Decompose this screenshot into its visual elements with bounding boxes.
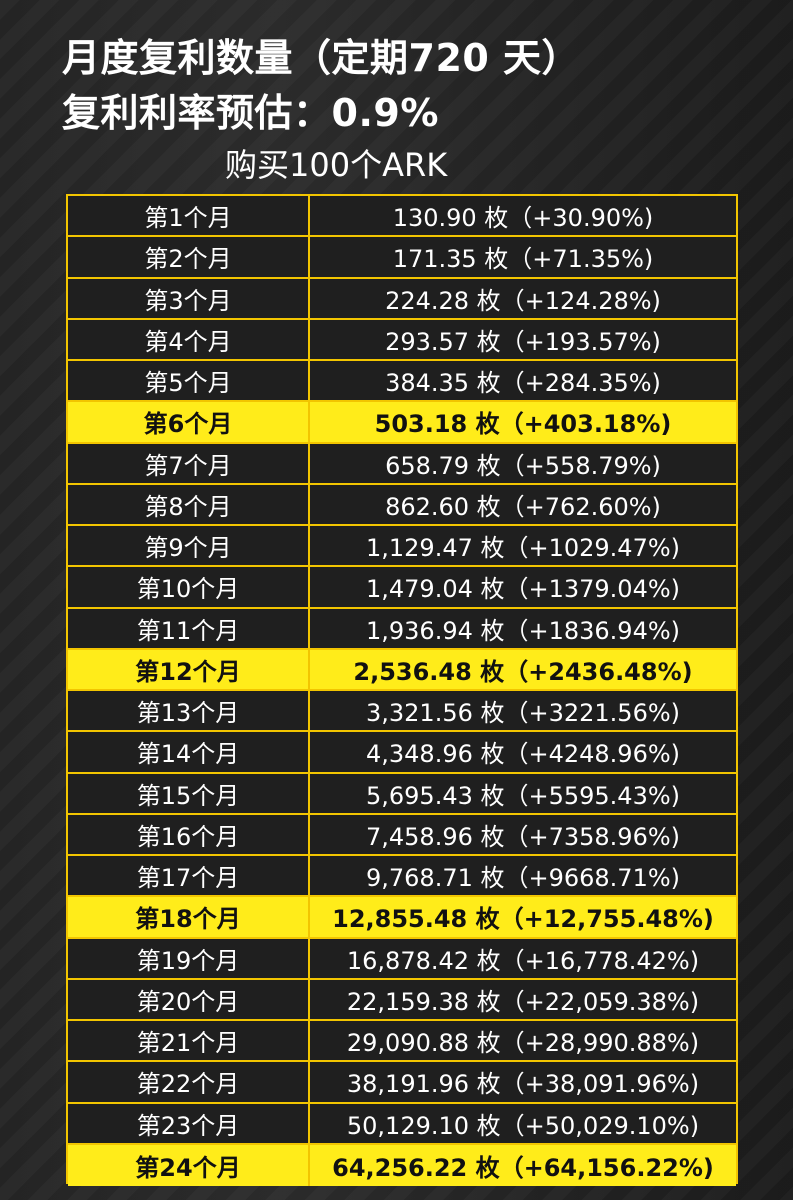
table-row: 第2个月 171.35 枚（+71.35%) xyxy=(68,237,736,279)
month-cell: 第13个月 xyxy=(68,691,310,731)
table-row: 第3个月 224.28 枚（+124.28%) xyxy=(68,278,736,320)
table-row-highlighted: 第6个月 503.18 枚（+403.18%) xyxy=(68,402,736,444)
amount-cell: 9,768.71 枚（+9668.71%) xyxy=(365,864,681,893)
table-row: 第21个月 29,090.88 枚（+28,990.88%) xyxy=(68,1021,736,1063)
amount-cell: 658.79 枚（+558.79%) xyxy=(385,451,661,480)
amount-cell: 130.90 枚（+30.90%) xyxy=(392,204,654,233)
table-row: 第9个月 1,129.47 枚（+1029.47%) xyxy=(68,526,736,568)
table-row-highlighted: 第12个月 2,536.48 枚（+2436.48%) xyxy=(68,649,736,691)
amount-cell: 4,348.96 枚（+4248.96%) xyxy=(365,740,681,769)
month-cell: 第3个月 xyxy=(68,278,310,318)
amount-cell: 12,855.48 枚（+12,755.48%) xyxy=(332,905,714,934)
month-cell: 第1个月 xyxy=(68,196,310,236)
month-cell: 第21个月 xyxy=(68,1021,310,1061)
month-cell: 第14个月 xyxy=(68,732,310,772)
month-cell: 第11个月 xyxy=(68,608,310,648)
amount-cell: 22,159.38 枚（+22,059.38%) xyxy=(346,987,700,1016)
purchase-subtitle: 购买100个ARK xyxy=(225,146,448,184)
rate-estimate-title: 复利利率预估：0.9% xyxy=(62,91,439,135)
month-cell: 第2个月 xyxy=(68,237,310,277)
table-row-highlighted: 第18个月 12,855.48 枚（+12,755.48%) xyxy=(68,897,736,939)
amount-cell: 224.28 枚（+124.28%) xyxy=(385,286,661,315)
amount-cell: 503.18 枚（+403.18%) xyxy=(374,410,672,439)
table-row: 第1个月 130.90 枚（+30.90%) xyxy=(68,196,736,238)
table-row: 第14个月 4,348.96 枚（+4248.96%) xyxy=(68,732,736,774)
month-cell: 第8个月 xyxy=(68,484,310,524)
amount-cell: 1,129.47 枚（+1029.47%) xyxy=(365,534,681,563)
amount-cell: 38,191.96 枚（+38,091.96%) xyxy=(346,1070,700,1099)
month-cell: 第20个月 xyxy=(68,979,310,1019)
table-row-highlighted: 第24个月 64,256.22 枚（+64,156.22%) xyxy=(68,1144,736,1186)
amount-cell: 29,090.88 枚（+28,990.88%) xyxy=(346,1029,700,1058)
amount-cell: 1,479.04 枚（+1379.04%) xyxy=(365,575,681,604)
compound-table: 第1个月 130.90 枚（+30.90%) 第2个月 171.35 枚（+71.35… xyxy=(66,194,738,1186)
table-row: 第8个月 862.60 枚（+762.60%) xyxy=(68,484,736,526)
amount-cell: 5,695.43 枚（+5595.43%) xyxy=(365,781,681,810)
month-cell: 第10个月 xyxy=(68,567,310,607)
month-cell: 第12个月 xyxy=(68,649,310,689)
month-cell: 第15个月 xyxy=(68,773,310,813)
table-row: 第15个月 5,695.43 枚（+5595.43%) xyxy=(68,773,736,815)
month-cell: 第6个月 xyxy=(68,402,310,442)
amount-cell: 7,458.96 枚（+7358.96%) xyxy=(365,822,681,851)
month-cell: 第19个月 xyxy=(68,938,310,978)
table-row: 第20个月 22,159.38 枚（+22,059.38%) xyxy=(68,979,736,1021)
month-cell: 第22个月 xyxy=(68,1062,310,1102)
amount-cell: 862.60 枚（+762.60%) xyxy=(385,492,661,521)
amount-cell: 50,129.10 枚（+50,029.10%) xyxy=(346,1111,700,1140)
month-cell: 第5个月 xyxy=(68,361,310,401)
month-cell: 第17个月 xyxy=(68,856,310,896)
table-row: 第10个月 1,479.04 枚（+1379.04%) xyxy=(68,567,736,609)
month-cell: 第24个月 xyxy=(68,1144,310,1186)
table-row: 第22个月 38,191.96 枚（+38,091.96%) xyxy=(68,1062,736,1104)
table-row: 第13个月 3,321.56 枚（+3221.56%) xyxy=(68,691,736,733)
month-cell: 第9个月 xyxy=(68,526,310,566)
amount-cell: 293.57 枚（+193.57%) xyxy=(385,327,661,356)
table-row: 第17个月 9,768.71 枚（+9668.71%) xyxy=(68,856,736,898)
amount-cell: 64,256.22 枚（+64,156.22%) xyxy=(332,1153,714,1182)
amount-cell: 384.35 枚（+284.35%) xyxy=(385,369,661,398)
amount-cell: 171.35 枚（+71.35%) xyxy=(392,245,654,274)
month-cell: 第7个月 xyxy=(68,443,310,483)
amount-cell: 16,878.42 枚（+16,778.42%) xyxy=(346,946,700,975)
table-row: 第16个月 7,458.96 枚（+7358.96%) xyxy=(68,814,736,856)
table-row: 第19个月 16,878.42 枚（+16,778.42%) xyxy=(68,938,736,980)
amount-cell: 1,936.94 枚（+1836.94%) xyxy=(365,616,681,645)
page-title: 月度复利数量（定期720 天） xyxy=(62,36,581,80)
month-cell: 第23个月 xyxy=(68,1103,310,1143)
amount-cell: 2,536.48 枚（+2436.48%) xyxy=(353,657,693,686)
amount-cell: 3,321.56 枚（+3221.56%) xyxy=(365,699,681,728)
table-row: 第23个月 50,129.10 枚（+50,029.10%) xyxy=(68,1103,736,1145)
table-row: 第7个月 658.79 枚（+558.79%) xyxy=(68,443,736,485)
month-cell: 第18个月 xyxy=(68,897,310,937)
table-row: 第4个月 293.57 枚（+193.57%) xyxy=(68,319,736,361)
table-row: 第5个月 384.35 枚（+284.35%) xyxy=(68,361,736,403)
month-cell: 第4个月 xyxy=(68,319,310,359)
month-cell: 第16个月 xyxy=(68,814,310,854)
table-row: 第11个月 1,936.94 枚（+1836.94%) xyxy=(68,608,736,650)
